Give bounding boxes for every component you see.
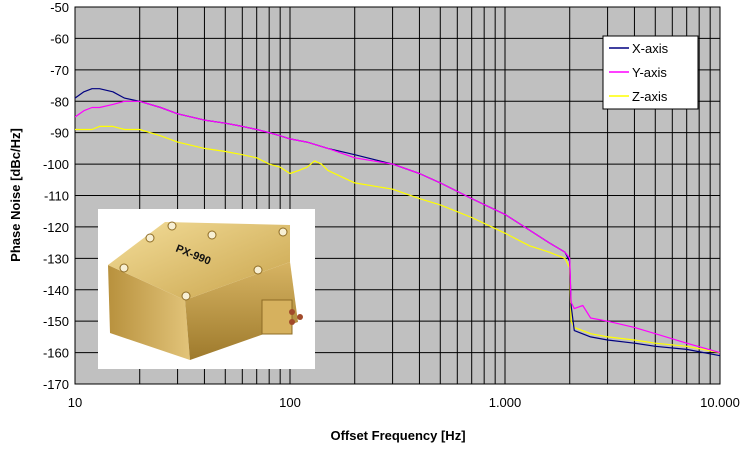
x-axis-title: Offset Frequency [Hz] bbox=[330, 428, 465, 443]
y-tick-label: -160 bbox=[43, 346, 69, 361]
legend-label-z-axis: Z-axis bbox=[632, 89, 668, 104]
y-tick-label: -70 bbox=[50, 63, 69, 78]
device-top-face bbox=[108, 222, 290, 300]
y-tick-label: -90 bbox=[50, 126, 69, 141]
series-line-y-axis bbox=[75, 100, 720, 354]
mounting-screw bbox=[167, 221, 177, 231]
y-tick-label: -60 bbox=[50, 31, 69, 46]
mounting-screw bbox=[145, 233, 155, 243]
y-tick-label: -50 bbox=[50, 0, 69, 15]
mounting-screw bbox=[181, 291, 191, 301]
legend: X-axis Y-axis Z-axis bbox=[602, 35, 699, 110]
mounting-screw bbox=[278, 227, 288, 237]
y-tick-labels: -50 -60 -70 -80 -90 -100 -110 -120 -130 -140 -150 -… bbox=[43, 0, 69, 392]
x-tick-label: 10 bbox=[68, 395, 82, 410]
x-tick-label: 1.000 bbox=[489, 395, 522, 410]
y-tick-label: -170 bbox=[43, 377, 69, 392]
x-tick-labels: 10 100 1.000 10.000 bbox=[68, 395, 740, 410]
y-tick-label: -80 bbox=[50, 94, 69, 109]
legend-label-x-axis: X-axis bbox=[632, 41, 669, 56]
mounting-screw bbox=[253, 265, 263, 275]
x-tick-label: 10.000 bbox=[700, 395, 740, 410]
y-tick-label: -120 bbox=[43, 220, 69, 235]
connector-pin bbox=[297, 314, 303, 320]
y-tick-label: -130 bbox=[43, 251, 69, 266]
y-tick-label: -110 bbox=[44, 189, 69, 204]
series-lines bbox=[75, 88, 720, 357]
y-tick-label: -140 bbox=[43, 283, 69, 298]
connector-block bbox=[261, 299, 293, 335]
y-tick-label: -100 bbox=[43, 157, 69, 172]
y-tick-label: -150 bbox=[43, 314, 69, 329]
connector-pin bbox=[289, 309, 295, 315]
device-side-face bbox=[185, 262, 298, 360]
y-axis-title: Phase Noise [dBc/Hz] bbox=[8, 128, 23, 262]
connector-pin bbox=[289, 319, 295, 325]
x-tick-label: 100 bbox=[279, 395, 301, 410]
device-front-face bbox=[108, 265, 190, 360]
mounting-screw bbox=[207, 230, 217, 240]
mounting-screw bbox=[119, 263, 129, 273]
device-photo: PX-990 bbox=[98, 209, 315, 369]
legend-label-y-axis: Y-axis bbox=[632, 65, 667, 80]
